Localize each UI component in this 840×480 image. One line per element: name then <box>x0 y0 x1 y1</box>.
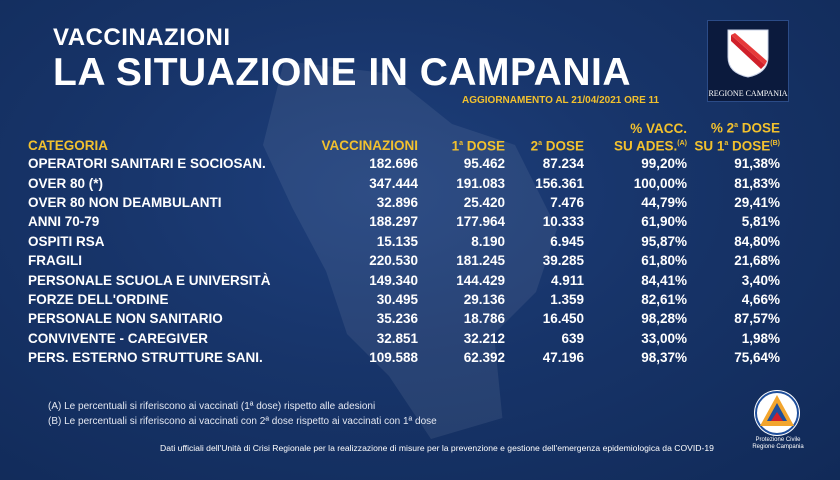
table-row: PERSONALE NON SANITARIO 35.236 18.786 16… <box>28 309 780 328</box>
cell-pct-dose2: 84,80% <box>734 233 780 249</box>
cell-dose1: 18.786 <box>463 311 505 327</box>
cell-dose2: 4.911 <box>550 272 584 288</box>
cell-pct-dose2: 91,38% <box>734 156 780 172</box>
cell-vaccinations: 220.530 <box>369 253 418 269</box>
vaccination-table: CATEGORIA VACCINAZIONI 1a DOSE 2a DOSE %… <box>28 118 780 367</box>
data-source: Dati ufficiali dell'Unità di Crisi Regio… <box>160 443 714 453</box>
footnote-b: (B) Le percentuali si riferiscono ai vac… <box>48 416 437 427</box>
cell-dose1: 177.964 <box>456 214 505 230</box>
header-dose1: 1a DOSE <box>451 138 505 153</box>
cell-pct-dose2: 3,40% <box>741 272 780 288</box>
regione-campania-logo: REGIONE CAMPANIA <box>707 20 789 102</box>
cell-dose2: 87.234 <box>542 156 584 172</box>
table-row: OVER 80 (*) 347.444 191.083 156.361 100,… <box>28 173 780 192</box>
cell-dose2: 39.285 <box>542 253 584 269</box>
cell-vaccinations: 188.297 <box>369 214 418 230</box>
cell-pct-vacc: 98,37% <box>641 350 687 366</box>
cell-pct-dose2: 75,64% <box>734 350 780 366</box>
cell-category: OPERATORI SANITARI E SOCIOSAN. <box>28 156 266 172</box>
cell-pct-vacc: 33,00% <box>641 330 687 346</box>
header-category: CATEGORIA <box>28 138 108 153</box>
cell-pct-dose2: 29,41% <box>734 194 780 210</box>
header-subtitle: VACCINAZIONI <box>53 24 231 51</box>
cell-category: FORZE DELL'ORDINE <box>28 291 169 307</box>
cell-dose1: 62.392 <box>463 350 505 366</box>
cell-pct-dose2: 5,81% <box>741 214 780 230</box>
cell-pct-vacc: 99,20% <box>641 156 687 172</box>
table-row: PERS. ESTERNO STRUTTURE SANI. 109.588 62… <box>28 348 780 367</box>
table-row: OVER 80 NON DEAMBULANTI 32.896 25.420 7.… <box>28 193 780 212</box>
cell-vaccinations: 32.896 <box>376 194 418 210</box>
cell-category: PERSONALE NON SANITARIO <box>28 311 223 327</box>
protezione-civile-label: Protezione Civile Regione Campania <box>752 437 804 450</box>
table-row: CONVIVENTE - CAREGIVER 32.851 32.212 639… <box>28 329 780 348</box>
cell-dose2: 639 <box>561 330 584 346</box>
protezione-civile-icon <box>754 390 800 436</box>
cell-pct-dose2: 1,98% <box>741 330 780 346</box>
table-header-row: CATEGORIA VACCINAZIONI 1a DOSE 2a DOSE %… <box>28 118 780 154</box>
cell-vaccinations: 30.495 <box>376 291 418 307</box>
cell-category: CONVIVENTE - CAREGIVER <box>28 330 209 346</box>
header-pct-vacc: % VACC. SU ADES.(A) <box>614 120 687 154</box>
table-row: OSPITI RSA 15.135 8.190 6.945 95,87% 84,… <box>28 232 780 251</box>
cell-pct-vacc: 61,80% <box>641 253 687 269</box>
header-dose2: 2a DOSE <box>530 138 584 153</box>
cell-dose2: 10.333 <box>542 214 584 230</box>
logo-label: REGIONE CAMPANIA <box>708 89 788 98</box>
table-row: OPERATORI SANITARI E SOCIOSAN. 182.696 9… <box>28 154 780 173</box>
table-row: ANNI 70-79 188.297 177.964 10.333 61,90%… <box>28 212 780 231</box>
cell-pct-dose2: 81,83% <box>734 175 780 191</box>
table-row: PERSONALE SCUOLA E UNIVERSITÀ 149.340 14… <box>28 270 780 289</box>
cell-pct-vacc: 84,41% <box>641 272 687 288</box>
cell-pct-dose2: 4,66% <box>741 291 780 307</box>
cell-dose2: 7.476 <box>550 194 584 210</box>
cell-vaccinations: 182.696 <box>369 156 418 172</box>
cell-dose2: 16.450 <box>542 311 584 327</box>
cell-dose1: 181.245 <box>456 253 505 269</box>
cell-dose1: 144.429 <box>456 272 505 288</box>
cell-pct-dose2: 21,68% <box>734 253 780 269</box>
cell-vaccinations: 347.444 <box>369 175 418 191</box>
cell-dose1: 191.083 <box>456 175 505 191</box>
cell-pct-dose2: 87,57% <box>734 311 780 327</box>
cell-pct-vacc: 100,00% <box>633 175 687 191</box>
cell-dose1: 25.420 <box>463 194 505 210</box>
update-timestamp: AGGIORNAMENTO AL 21/04/2021 ORE 11 <box>462 95 660 106</box>
cell-dose2: 6.945 <box>550 233 584 249</box>
header-pct-dose2: % 2a DOSE SU 1a DOSE(B) <box>694 120 780 154</box>
cell-vaccinations: 149.340 <box>369 272 418 288</box>
cell-dose2: 156.361 <box>535 175 584 191</box>
page-title: LA SITUAZIONE IN CAMPANIA <box>53 51 631 94</box>
campania-map-background <box>263 61 557 439</box>
footnote-a: (A) Le percentuali si riferiscono ai vac… <box>48 401 376 412</box>
cell-category: OVER 80 NON DEAMBULANTI <box>28 194 222 210</box>
table-row: FORZE DELL'ORDINE 30.495 29.136 1.359 82… <box>28 290 780 309</box>
cell-vaccinations: 15.135 <box>376 233 418 249</box>
cell-dose1: 32.212 <box>463 330 505 346</box>
coat-of-arms-icon <box>727 29 769 78</box>
cell-category: PERSONALE SCUOLA E UNIVERSITÀ <box>28 272 271 288</box>
cell-pct-vacc: 98,28% <box>641 311 687 327</box>
cell-pct-vacc: 82,61% <box>641 291 687 307</box>
cell-vaccinations: 109.588 <box>369 350 418 366</box>
footnotes: (A) Le percentuali si riferiscono ai vac… <box>48 399 437 429</box>
cell-dose1: 29.136 <box>463 291 505 307</box>
cell-vaccinations: 32.851 <box>376 330 418 346</box>
header-vaccinations: VACCINAZIONI <box>321 138 419 153</box>
cell-dose2: 1.359 <box>550 291 584 307</box>
cell-pct-vacc: 44,79% <box>641 194 687 210</box>
cell-dose1: 8.190 <box>471 233 505 249</box>
cell-pct-vacc: 95,87% <box>641 233 687 249</box>
cell-category: FRAGILI <box>28 253 82 269</box>
cell-category: OVER 80 (*) <box>28 175 104 191</box>
table-row: FRAGILI 220.530 181.245 39.285 61,80% 21… <box>28 251 780 270</box>
cell-category: PERS. ESTERNO STRUTTURE SANI. <box>28 350 263 366</box>
cell-pct-vacc: 61,90% <box>641 214 687 230</box>
cell-dose1: 95.462 <box>463 156 505 172</box>
cell-category: ANNI 70-79 <box>28 214 100 230</box>
cell-category: OSPITI RSA <box>28 233 105 249</box>
cell-dose2: 47.196 <box>542 350 584 366</box>
cell-vaccinations: 35.236 <box>376 311 418 327</box>
